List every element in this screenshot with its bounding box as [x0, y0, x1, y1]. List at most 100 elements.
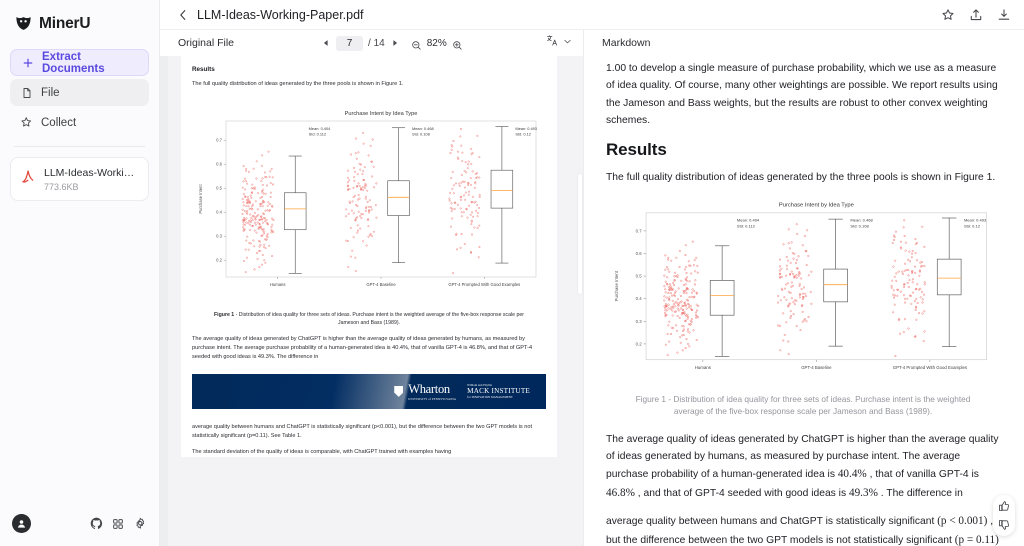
md-value-gpt4-seeded-mean: 49.3% [848, 487, 878, 500]
svg-text:GPT-4 Prompted With Good Examp: GPT-4 Prompted With Good Examples [448, 282, 520, 287]
svg-text:Purchase Intent: Purchase Intent [198, 184, 203, 214]
svg-text:0.2: 0.2 [636, 342, 643, 347]
sidebar-item-collect[interactable]: Collect [10, 109, 149, 136]
shield-icon [394, 385, 404, 397]
md-p2-b: , but the difference between the two GPT… [606, 516, 994, 546]
svg-text:0.4: 0.4 [636, 297, 643, 302]
figure-1-chart-markdown: Purchase Intent by Idea Type 0.2 0.3 0.4 0.5… [606, 195, 1000, 386]
markdown-paragraph-2: average quality between humans and ChatG… [606, 512, 1000, 546]
md-value-pvalue-1: (p < 0.001) [937, 515, 988, 527]
svg-text:Purchase Intent: Purchase Intent [614, 271, 619, 302]
svg-text:Std: 0.12: Std: 0.12 [515, 132, 531, 137]
file-card-title: LLM-Ideas-Working-Pap... [44, 167, 139, 179]
svg-text:Mean: 0.404: Mean: 0.404 [737, 218, 760, 223]
avatar[interactable] [12, 513, 31, 533]
markdown-scroll-area[interactable]: 1.00 to develop a single measure of purc… [584, 56, 1024, 546]
sidebar-item-file[interactable]: File [10, 79, 149, 106]
mack-bottom-line: for INNOVATION MANAGEMENT [467, 395, 513, 400]
svg-text:Humans: Humans [695, 366, 711, 371]
zoom-out-icon[interactable] [411, 38, 422, 50]
pane-label-original-file: Original File [178, 37, 235, 49]
chevron-left-icon[interactable] [176, 8, 190, 22]
brand-name: MinerU [39, 14, 91, 32]
pdf-figure-caption-label: Figure 1 [214, 312, 235, 319]
sidebar-item-label: Extract Documents [42, 50, 105, 75]
pdf-viewport[interactable]: Results The full quality distribution of… [160, 56, 583, 546]
pdf-figure-caption-text: - Distribution of idea quality for three… [234, 312, 524, 327]
pager: / 14 [320, 35, 401, 51]
sidebar-footer-icons [90, 517, 147, 530]
md-p1-c: , and that of GPT-4 seeded with good ide… [634, 488, 849, 500]
markdown-pane: Markdown 1.00 to develop a single measur… [584, 30, 1024, 546]
svg-text:0.4: 0.4 [216, 210, 222, 215]
svg-text:0.7: 0.7 [216, 138, 222, 143]
purchase-intent-boxplot: Purchase Intent by Idea Type 0.2 0.3 0.4 0.5… [198, 111, 537, 287]
md-p1-b: , that of vanilla GPT-4 is [866, 469, 979, 481]
svg-text:0.5: 0.5 [216, 186, 222, 191]
sidebar: MinerU Extract Documents File [0, 0, 160, 546]
gear-icon[interactable] [134, 517, 147, 530]
pdf-icon [20, 167, 36, 185]
markdown-viewport[interactable]: 1.00 to develop a single measure of purc… [584, 56, 1024, 546]
pdf-scrollbar-thumb[interactable] [578, 174, 582, 294]
file-card-size: 773.6KB [44, 182, 79, 193]
md-p2-a: average quality between humans and ChatG… [606, 516, 938, 527]
star-icon[interactable] [941, 8, 955, 22]
sidebar-footer [0, 506, 159, 546]
thumbs-up-icon[interactable] [998, 500, 1010, 512]
pdf-left-rail [160, 56, 168, 546]
previous-page-button[interactable] [320, 38, 331, 49]
svg-text:Mean: 0.493: Mean: 0.493 [964, 218, 987, 223]
main-area: LLM-Ideas-Working-Paper.pdf [160, 0, 1024, 546]
pdf-figure-caption: Figure 1 - Distribution of idea quality … [192, 311, 546, 328]
svg-text:Mean: 0.493: Mean: 0.493 [515, 126, 537, 131]
topbar: LLM-Ideas-Working-Paper.pdf [160, 0, 1024, 29]
translate-menu[interactable] [546, 34, 573, 52]
figure-1-chart-pdf: Purchase Intent by Idea Type 0.2 0.3 0.4 0.5… [192, 103, 546, 303]
wharton-subtitle: UNIVERSITY of PENNSYLVANIA [408, 397, 457, 401]
svg-text:Std: 0.112: Std: 0.112 [309, 132, 326, 137]
sidebar-divider [14, 146, 145, 147]
markdown-paragraph-top: 1.00 to develop a single measure of purc… [606, 63, 998, 126]
md-value-pvalue-2: (p = 0.11) [954, 533, 999, 546]
apps-grid-icon[interactable] [112, 517, 125, 530]
svg-text:Humans: Humans [270, 282, 286, 287]
chevron-down-icon [562, 34, 573, 52]
zoom-in-icon[interactable] [452, 38, 463, 50]
file-card-llm-ideas[interactable]: LLM-Ideas-Working-Pap... 773.6KB [10, 157, 149, 202]
sidebar-item-label: File [41, 86, 60, 99]
pdf-scrollbar[interactable] [577, 56, 583, 546]
pdf-page-7: Results The full quality distribution of… [181, 56, 557, 457]
thumbs-down-icon[interactable] [998, 519, 1010, 531]
file-icon [20, 86, 33, 99]
page-number-input[interactable] [336, 35, 364, 51]
md-value-gpt4-mean: 46.8% [606, 487, 635, 500]
original-file-pane: Original File / 14 [160, 30, 584, 546]
mack-mid-line: MACK INSTITUTE [467, 387, 530, 396]
next-page-button[interactable] [390, 38, 401, 49]
svg-text:0.7: 0.7 [636, 229, 643, 234]
pdf-scroll-area[interactable]: Results The full quality distribution of… [160, 56, 583, 546]
svg-text:Std: 0.12: Std: 0.12 [964, 224, 981, 229]
svg-text:0.2: 0.2 [216, 258, 222, 263]
brand: MinerU [0, 0, 159, 45]
mineru-logo-icon [14, 14, 33, 33]
svg-text:Mean: 0.404: Mean: 0.404 [309, 126, 331, 131]
download-icon[interactable] [997, 8, 1011, 22]
svg-text:GPT-4 Baseline: GPT-4 Baseline [801, 366, 832, 371]
markdown-heading-results: Results [606, 140, 667, 160]
purchase-intent-boxplot: Purchase Intent by Idea Type 0.2 0.3 0.4 0.5… [614, 203, 987, 371]
pdf-paragraph-3: The standard deviation of the quality of… [192, 448, 452, 455]
zoom-level-label: 82% [426, 37, 447, 49]
md-p1-a: The average quality of ideas generated b… [606, 433, 999, 481]
svg-text:Mean: 0.468: Mean: 0.468 [850, 218, 873, 223]
github-icon[interactable] [90, 517, 103, 530]
sidebar-item-label: Collect [41, 116, 77, 129]
sidebar-item-extract-documents[interactable]: Extract Documents [10, 49, 149, 76]
zoom-controls: 82% [411, 37, 463, 50]
markdown-figure-caption: Figure 1 - Distribution of idea quality … [635, 393, 971, 417]
page-total-label: / 14 [368, 37, 385, 49]
markdown-paragraph-1: The average quality of ideas generated b… [606, 431, 1000, 503]
share-icon[interactable] [969, 8, 983, 22]
original-file-toolbar: Original File / 14 [160, 30, 583, 56]
